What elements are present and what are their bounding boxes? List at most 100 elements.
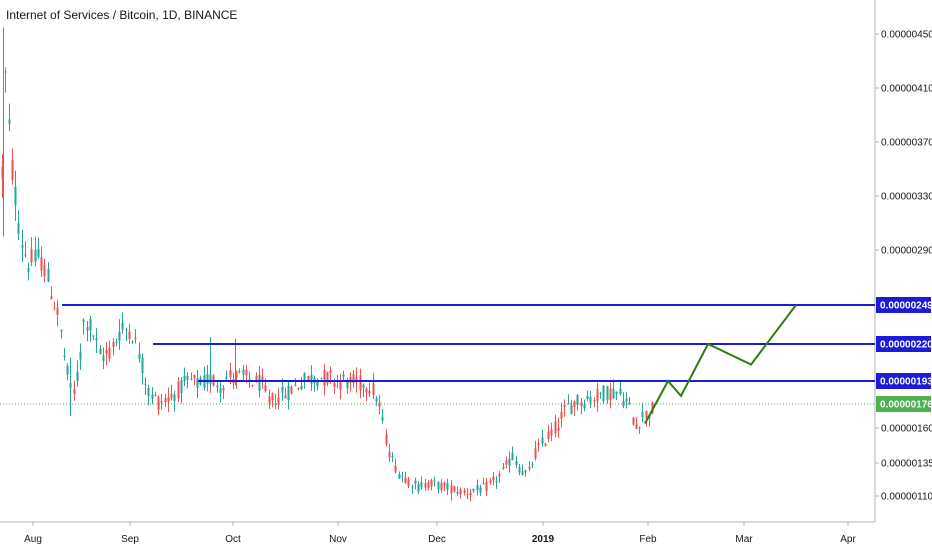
- candle-body: [112, 342, 115, 347]
- candle-body: [151, 394, 154, 399]
- candle-body: [463, 490, 466, 493]
- candle-body: [567, 403, 570, 405]
- candle-body: [242, 369, 245, 375]
- candle-body: [619, 388, 622, 395]
- candle-body: [394, 465, 397, 473]
- candle-body: [222, 387, 225, 391]
- candle-body: [216, 385, 219, 388]
- candle-body: [60, 329, 63, 332]
- candle-body: [472, 488, 475, 491]
- candle-body: [534, 448, 537, 459]
- candle-body: [456, 491, 459, 494]
- x-tick-label: Sep: [121, 534, 139, 545]
- candle-body: [352, 374, 355, 383]
- candle-body: [518, 467, 521, 473]
- candle-body: [277, 397, 280, 405]
- candle-body: [235, 371, 238, 378]
- candle-body: [612, 388, 615, 398]
- last-price-badge: [876, 396, 931, 412]
- candle-body: [86, 327, 89, 331]
- candle-body: [381, 416, 384, 421]
- candle-body: [544, 443, 547, 446]
- candle-body: [414, 480, 417, 484]
- candle-body: [391, 455, 394, 457]
- candle-body: [160, 401, 163, 403]
- candle-body: [498, 473, 501, 477]
- candle-body: [606, 385, 609, 401]
- projection-path: [644, 304, 797, 424]
- candle-body: [99, 348, 102, 355]
- y-tick-label: 0.00000135: [881, 459, 932, 470]
- candle-body: [502, 466, 505, 469]
- candle-body: [459, 489, 462, 495]
- candle-body: [4, 71, 7, 73]
- candle-body: [576, 395, 579, 405]
- candle-body: [167, 397, 170, 402]
- last-price-label: 0.00000176: [880, 400, 932, 411]
- candle-body: [320, 378, 323, 380]
- candle-body: [521, 471, 524, 475]
- candle-body: [563, 404, 566, 408]
- candle-body: [8, 119, 11, 124]
- y-tick-label: 0.00000450: [881, 30, 932, 41]
- candle-body: [329, 370, 332, 374]
- candle-body: [339, 380, 342, 390]
- candle-body: [342, 374, 345, 377]
- candle-body: [355, 377, 358, 383]
- candle-body: [632, 417, 635, 425]
- candle-body: [21, 245, 24, 248]
- candle-body: [115, 341, 118, 343]
- candle-body: [183, 376, 186, 382]
- candle-body: [589, 396, 592, 403]
- candle-body: [290, 386, 293, 394]
- price-level-badge: [876, 297, 931, 313]
- candle-body: [76, 371, 79, 382]
- candle-body: [56, 307, 59, 315]
- candle-body: [537, 443, 540, 446]
- candle-body: [570, 405, 573, 414]
- candle-body: [437, 481, 440, 490]
- candle-body: [271, 392, 274, 401]
- candle-body: [404, 477, 407, 484]
- candle-body: [378, 402, 381, 407]
- candle-body: [495, 480, 498, 483]
- candle-body: [268, 396, 271, 404]
- candle-body: [453, 486, 456, 492]
- candle-body: [427, 482, 430, 489]
- candle-body: [482, 483, 485, 485]
- candle-body: [92, 335, 95, 337]
- candle-body: [349, 376, 352, 383]
- candle-body: [14, 187, 17, 206]
- price-level-badge: [876, 373, 931, 389]
- candle-body: [43, 264, 46, 277]
- candle-body: [528, 466, 531, 469]
- candle-body: [121, 322, 124, 330]
- candle-body: [11, 159, 14, 180]
- candle-body: [310, 374, 313, 384]
- x-tick-label: Nov: [329, 534, 347, 545]
- candle-body: [411, 486, 414, 488]
- candle-body: [333, 382, 336, 387]
- candle-body: [505, 460, 508, 465]
- candle-body: [177, 381, 180, 399]
- candle-body: [443, 482, 446, 486]
- candle-body: [193, 374, 196, 379]
- candle-body: [515, 461, 518, 466]
- candle-body: [602, 385, 605, 402]
- candle-body: [258, 374, 261, 391]
- candle-body: [524, 470, 527, 473]
- candle-body: [264, 385, 267, 392]
- candle-body: [206, 373, 209, 384]
- candle-body: [541, 437, 544, 444]
- candle-body: [446, 483, 449, 490]
- candle-body: [489, 480, 492, 483]
- candle-body: [53, 307, 56, 309]
- candle-body: [580, 402, 583, 407]
- candle-body: [485, 482, 488, 492]
- candle-body: [407, 479, 410, 486]
- candle-body: [297, 388, 300, 390]
- x-tick-label: Feb: [639, 534, 657, 545]
- candle-body: [37, 248, 40, 258]
- candle-body: [586, 396, 589, 400]
- candle-body: [628, 402, 631, 405]
